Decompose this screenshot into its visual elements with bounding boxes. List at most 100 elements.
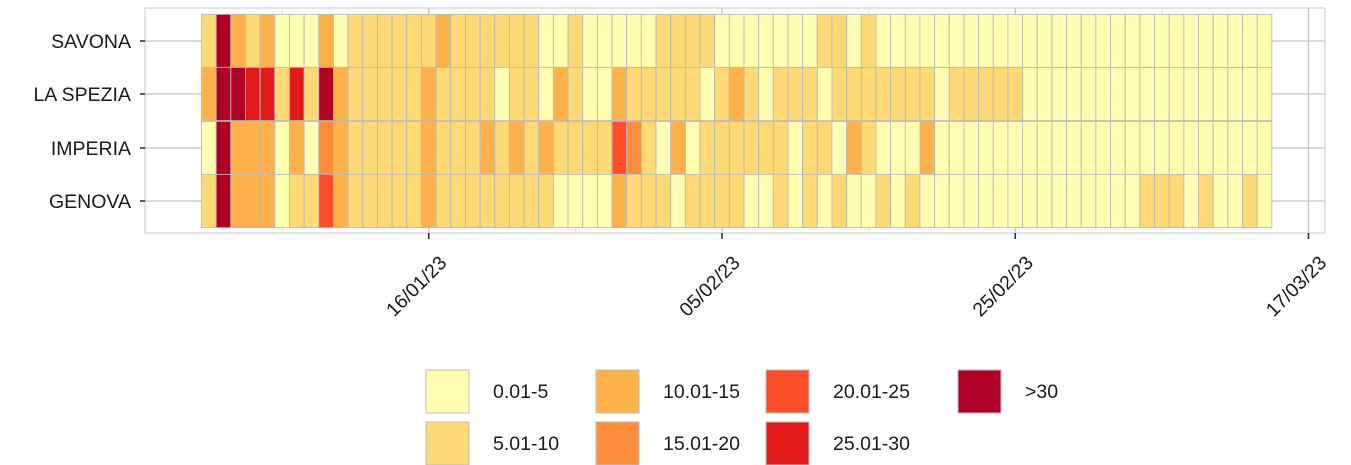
heatmap-tile [934, 66, 950, 122]
legend-swatch [765, 369, 810, 414]
heatmap-tile [494, 120, 510, 176]
heatmap-tile [728, 13, 745, 69]
heatmap-tile [289, 66, 305, 122]
heatmap-tile [1095, 13, 1112, 69]
heatmap-tile [552, 173, 569, 229]
heatmap-tile [318, 66, 334, 122]
heatmap-tile [1212, 120, 1229, 176]
heatmap-tile [1007, 120, 1024, 176]
heatmap-tile [435, 173, 452, 229]
heatmap-tile [347, 13, 364, 69]
heatmap-tile [259, 66, 276, 122]
heatmap-tile [523, 13, 540, 69]
heatmap-tile [289, 120, 305, 176]
heatmap-tile [538, 13, 554, 69]
heatmap-tile [464, 66, 481, 122]
heatmap-tile [1212, 173, 1229, 229]
heatmap-tile [333, 173, 349, 229]
heatmap-tile [362, 66, 378, 122]
heatmap-tile [420, 66, 437, 122]
heatmap-tile [274, 13, 290, 69]
heatmap-tile [215, 66, 232, 122]
heatmap-tile [1095, 66, 1112, 122]
heatmap-tile [333, 66, 349, 122]
heatmap-tile [728, 120, 745, 176]
heatmap-tile [992, 13, 1009, 69]
heatmap-tile [684, 66, 701, 122]
heatmap-tile [1212, 13, 1229, 69]
heatmap-tile [1242, 13, 1258, 69]
heatmap-tile [391, 66, 408, 122]
heatmap-tile [215, 173, 232, 229]
heatmap-tile [1227, 66, 1243, 122]
heatmap-tile [875, 66, 892, 122]
heatmap-tile [318, 173, 334, 229]
legend-label: 20.01-25 [833, 381, 910, 403]
heatmap-tile [362, 13, 378, 69]
heatmap-tile [992, 173, 1009, 229]
heatmap-tile [1139, 173, 1155, 229]
heatmap-tile [523, 173, 540, 229]
heatmap-tile [802, 173, 818, 229]
heatmap-tile [772, 173, 789, 229]
heatmap-tile [626, 13, 642, 69]
heatmap-tile [1212, 66, 1229, 122]
heatmap-tile [611, 66, 628, 122]
heatmap-tiles [201, 13, 1273, 229]
heatmap-tile [347, 66, 364, 122]
heatmap-tile [508, 66, 525, 122]
heatmap-tile [611, 120, 628, 176]
heatmap-tile [230, 66, 246, 122]
heatmap-tile [846, 173, 862, 229]
heatmap-tile [816, 120, 833, 176]
legend-label: 15.01-20 [663, 433, 740, 455]
heatmap-tile [640, 120, 657, 176]
heatmap-tile [948, 120, 965, 176]
heatmap-tile [875, 120, 892, 176]
heatmap-tile [596, 173, 613, 229]
heatmap-tile [919, 66, 936, 122]
heatmap-tile [860, 173, 877, 229]
heatmap-tile [479, 120, 496, 176]
heatmap-tile [376, 66, 393, 122]
heatmap-tile [787, 120, 804, 176]
heatmap-tile [538, 120, 554, 176]
heatmap-tile [728, 173, 745, 229]
heatmap-tile [1183, 173, 1199, 229]
heatmap-tile [611, 13, 628, 69]
heatmap-tile [1022, 120, 1038, 176]
heatmap-tile [655, 120, 672, 176]
heatmap-tile [1007, 173, 1024, 229]
legend-label: 25.01-30 [833, 433, 910, 455]
heatmap-tile [1124, 66, 1141, 122]
heatmap-tile [1242, 66, 1258, 122]
x-tick-label: 17/03/23 [1262, 252, 1331, 321]
heatmap-tile [406, 173, 422, 229]
heatmap-tile [274, 120, 290, 176]
heatmap-tile [699, 13, 716, 69]
heatmap-tile [1198, 66, 1214, 122]
heatmap-tile [420, 120, 437, 176]
heatmap-tile [816, 66, 833, 122]
heatmap-tile [1183, 13, 1199, 69]
heatmap-tile [640, 66, 657, 122]
heatmap-tile [802, 120, 818, 176]
heatmap-tile [435, 13, 452, 69]
heatmap-tile [538, 173, 554, 229]
heatmap-tile [450, 66, 466, 122]
heatmap-tile [201, 173, 217, 229]
heatmap-tile [596, 120, 613, 176]
heatmap-tile [303, 66, 320, 122]
heatmap-tile [567, 66, 584, 122]
y-tick-label: IMPERIA [51, 138, 131, 160]
heatmap-tile [802, 13, 818, 69]
heatmap-tile [567, 120, 584, 176]
heatmap-tile [743, 13, 760, 69]
heatmap-tile [1183, 66, 1199, 122]
heatmap-tile [1051, 66, 1068, 122]
heatmap-tile [1139, 120, 1155, 176]
heatmap-tile [479, 66, 496, 122]
heatmap-tile [963, 66, 980, 122]
heatmap-tile [1051, 173, 1068, 229]
heatmap-tile [245, 120, 261, 176]
